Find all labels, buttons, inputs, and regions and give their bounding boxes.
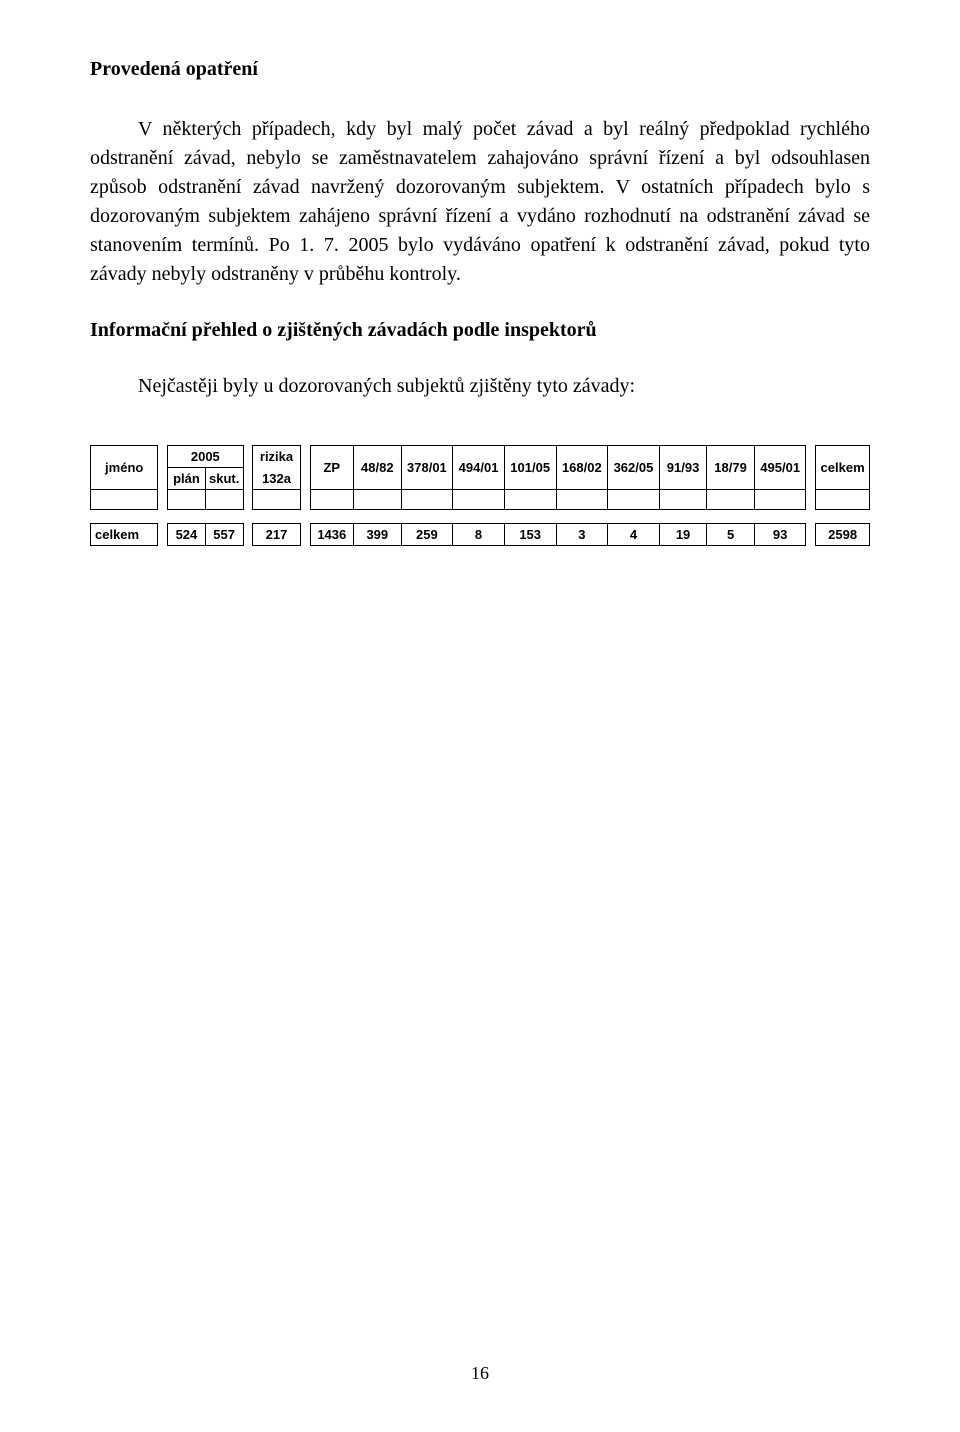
paragraph-sub: Nejčastěji byly u dozorovaných subjektů …	[90, 372, 870, 401]
total-4882: 399	[354, 524, 402, 546]
th-132a: 132a	[253, 468, 301, 490]
empty-36205	[608, 490, 660, 510]
empty-9193	[659, 490, 707, 510]
th-year: 2005	[168, 446, 243, 468]
empty-celkem	[816, 490, 870, 510]
empty-rizika	[253, 490, 301, 510]
total-9193: 19	[659, 524, 707, 546]
th-jmeno: jméno	[91, 446, 158, 490]
empty-skut	[205, 490, 243, 510]
total-skut: 557	[205, 524, 243, 546]
th-celkem: celkem	[816, 446, 870, 490]
heading-provedena-opatreni: Provedená opatření	[90, 58, 870, 81]
total-10105: 153	[504, 524, 556, 546]
empty-49401	[453, 490, 505, 510]
total-rizika: 217	[253, 524, 301, 546]
th-skut: skut.	[205, 468, 243, 490]
total-celkem: 2598	[816, 524, 870, 546]
empty-16802	[556, 490, 608, 510]
th-49501: 495/01	[754, 446, 806, 490]
heading-informacni-prehled: Informační přehled o zjištěných závadách…	[90, 319, 870, 342]
page-number: 16	[0, 1363, 960, 1384]
paragraph-main: V některých případech, kdy byl malý poče…	[90, 115, 870, 289]
total-16802: 3	[556, 524, 608, 546]
total-zp: 1436	[310, 524, 354, 546]
th-9193: 91/93	[659, 446, 707, 490]
th-rizika: rizika	[253, 446, 301, 468]
empty-37801	[401, 490, 453, 510]
total-1879: 5	[707, 524, 755, 546]
total-36205: 4	[608, 524, 660, 546]
empty-zp	[310, 490, 354, 510]
empty-10105	[504, 490, 556, 510]
total-plan: 524	[168, 524, 206, 546]
th-36205: 362/05	[608, 446, 660, 490]
total-37801: 259	[401, 524, 453, 546]
th-49401: 494/01	[453, 446, 505, 490]
empty-4882	[354, 490, 402, 510]
empty-jmeno	[91, 490, 158, 510]
total-49501: 93	[754, 524, 806, 546]
th-zp: ZP	[310, 446, 354, 490]
th-4882: 48/82	[354, 446, 402, 490]
total-label: celkem	[91, 524, 158, 546]
defects-table: jméno 2005 rizika ZP 48/82 378/01 494/01…	[90, 445, 870, 546]
empty-49501	[754, 490, 806, 510]
total-49401: 8	[453, 524, 505, 546]
empty-plan	[168, 490, 206, 510]
th-1879: 18/79	[707, 446, 755, 490]
th-plan: plán	[168, 468, 206, 490]
th-16802: 168/02	[556, 446, 608, 490]
th-10105: 101/05	[504, 446, 556, 490]
empty-1879	[707, 490, 755, 510]
th-37801: 378/01	[401, 446, 453, 490]
